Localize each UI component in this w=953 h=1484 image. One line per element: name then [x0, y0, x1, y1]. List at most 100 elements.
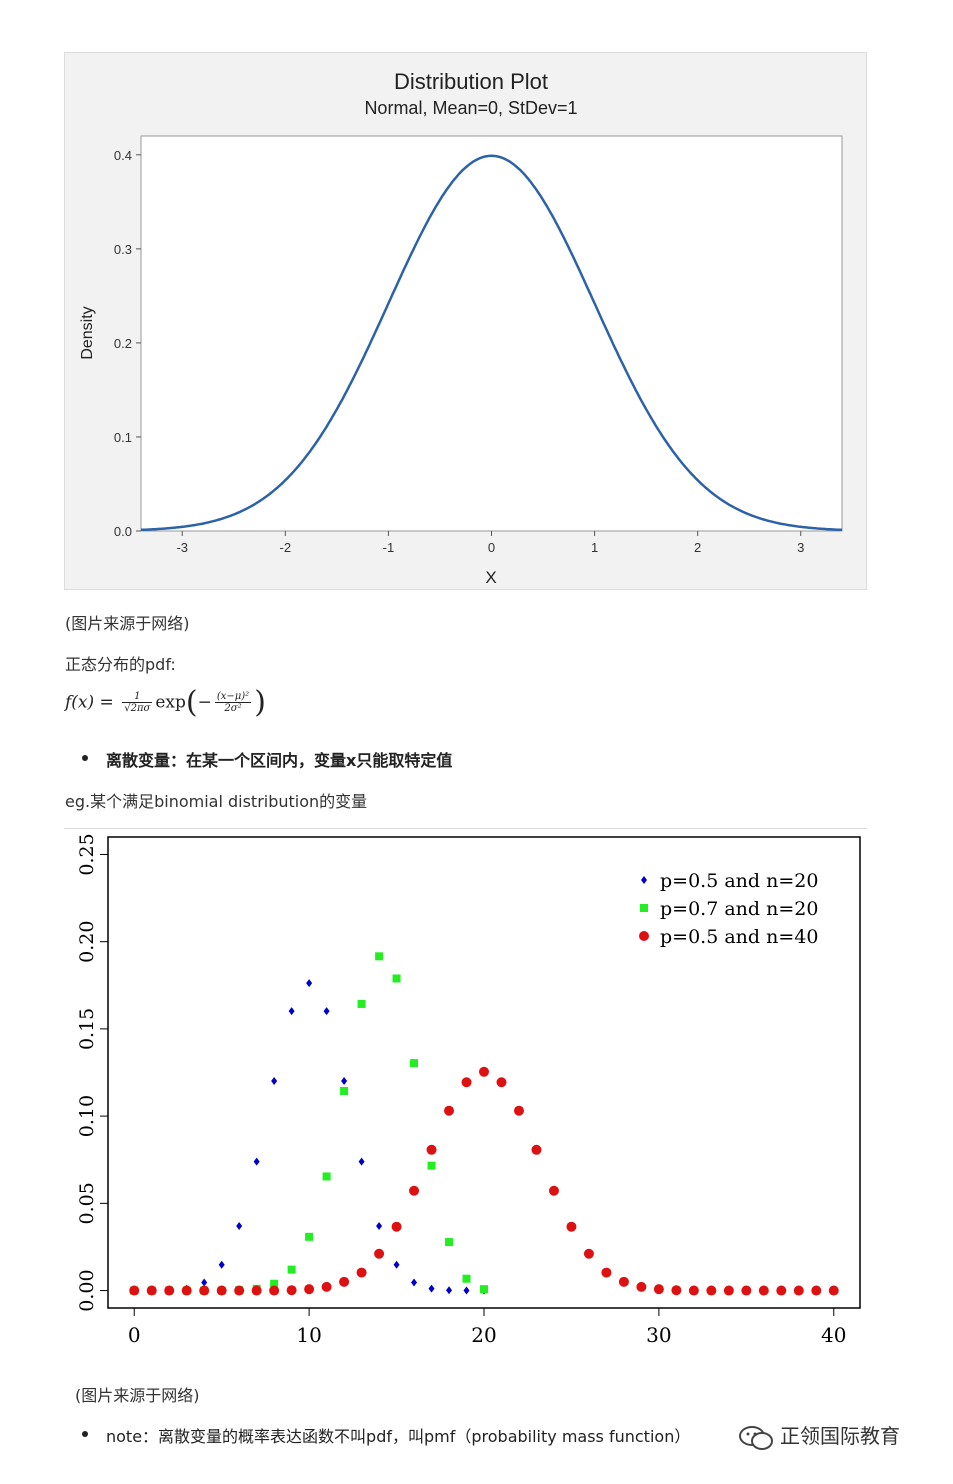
- binomial-scatter-chart: 0 10 20 30 40 0.00 0.05 0.10 0.15 0.20 0.25 p=0.5 …: [76, 833, 861, 1347]
- watermark: 正领国际教育: [738, 1420, 900, 1452]
- chart-subtitle: Normal, Mean=0, StDev=1: [364, 98, 577, 118]
- image-source-caption-2: (图片来源于网络): [75, 1386, 200, 1405]
- data-point-series-3: [339, 1276, 350, 1287]
- data-point-series-2: [480, 1285, 488, 1294]
- data-point-series-3: [601, 1267, 612, 1278]
- data-point-series-1: [463, 1286, 470, 1295]
- x-tick-label: -1: [383, 540, 395, 555]
- y-tick-label: 0.2: [114, 336, 132, 351]
- data-point-series-3: [356, 1267, 367, 1278]
- data-point-series-3: [479, 1066, 489, 1077]
- data-point-series-3: [671, 1285, 682, 1296]
- data-point-series-1: [253, 1157, 260, 1166]
- data-point-series-1: [341, 1077, 348, 1086]
- formula-fraction-1: 1 √2πσ: [122, 691, 153, 714]
- data-point-series-3: [688, 1285, 699, 1296]
- y-tick-label: 0.05: [76, 1182, 98, 1224]
- data-point-series-3: [164, 1285, 175, 1296]
- data-point-series-2: [270, 1279, 279, 1288]
- data-point-series-3: [776, 1285, 787, 1296]
- bullet-discrete-variable: 离散变量：在某一个区间内，变量x只能取特定值: [82, 747, 452, 771]
- data-point-series-1: [411, 1278, 418, 1287]
- bullet-note: note：离散变量的概率表达函数不叫pdf，叫pmf（probability m…: [82, 1423, 690, 1447]
- legend-marker-series-1: [641, 876, 647, 884]
- normal-pdf-formula: f(x) = 1 √2πσ exp(− (x−μ)² 2σ² ): [65, 685, 266, 729]
- plot-area: [140, 135, 843, 532]
- wechat-icon: [739, 1425, 773, 1450]
- data-point-series-3: [583, 1248, 594, 1259]
- data-point-series-1: [288, 1007, 295, 1016]
- data-point-series-3: [461, 1077, 472, 1088]
- x-tick-label: 20: [471, 1323, 496, 1347]
- data-point-series-2: [340, 1086, 349, 1095]
- data-point-series-3: [811, 1285, 822, 1296]
- data-point-series-1: [446, 1286, 453, 1295]
- data-point-series-2: [445, 1238, 454, 1247]
- density-curve: [141, 154, 842, 532]
- formula-minus: −: [197, 692, 212, 713]
- data-point-series-3: [636, 1281, 647, 1292]
- x-tick-label: -3: [176, 540, 188, 555]
- data-point-series-1: [271, 1077, 278, 1086]
- data-point-series-3: [199, 1285, 210, 1296]
- normal-distribution-chart: Distribution Plot Normal, Mean=0, StDev=…: [79, 69, 843, 587]
- y-tick-label: 0.20: [76, 921, 98, 963]
- data-point-series-3: [741, 1285, 752, 1296]
- formula-paren-open: (: [185, 685, 198, 720]
- data-point-series-1: [428, 1284, 435, 1293]
- data-point-series-1: [201, 1278, 208, 1287]
- chart-title: Distribution Plot: [394, 69, 548, 94]
- y-tick-label: 0.1: [114, 430, 132, 445]
- pdf-heading: 正态分布的pdf:: [65, 655, 176, 674]
- data-point-series-2: [427, 1161, 436, 1170]
- data-point-series-2: [462, 1274, 471, 1283]
- formula-fraction-1-numerator: 1: [122, 691, 153, 703]
- watermark-text: 正领国际教育: [780, 1424, 900, 1448]
- data-point-series-3: [426, 1144, 437, 1155]
- data-point-series-1: [393, 1260, 400, 1269]
- legend-label-series-2: p=0.7 and n=20: [660, 898, 818, 920]
- data-point-series-1: [358, 1157, 365, 1166]
- y-tick-label: 0.0: [114, 524, 132, 539]
- legend-label-series-3: p=0.5 and n=40: [660, 926, 818, 948]
- formula-fraction-2-numerator: (x−μ)²: [214, 691, 252, 703]
- y-tick-label: 0.3: [114, 242, 132, 257]
- data-point-series-3: [513, 1105, 524, 1116]
- y-tick-label: 0.25: [76, 833, 98, 875]
- data-point-series-3: [653, 1284, 664, 1295]
- data-point-series-3: [251, 1285, 262, 1296]
- example-line: eg.某个满足binomial distribution的变量: [65, 792, 368, 811]
- data-point-series-3: [793, 1285, 804, 1296]
- formula-fraction-2-denominator: 2σ²: [224, 703, 242, 714]
- formula-lhs: f(x) =: [65, 692, 114, 713]
- data-point-series-3: [304, 1284, 315, 1295]
- y-axis-label: Density: [79, 306, 96, 359]
- data-point-series-3: [828, 1285, 839, 1296]
- x-tick-label: -2: [280, 540, 292, 555]
- data-point-series-3: [618, 1276, 629, 1287]
- image-source-caption: (图片来源于网络): [65, 614, 190, 633]
- data-point-series-3: [409, 1185, 420, 1196]
- data-point-series-2: [305, 1232, 314, 1241]
- data-point-series-3: [548, 1185, 559, 1196]
- formula-paren-close: ): [254, 685, 266, 720]
- data-point-series-1: [323, 1007, 330, 1016]
- data-point-series-3: [706, 1285, 717, 1296]
- data-point-series-1: [218, 1260, 225, 1269]
- y-tick-label: 0.00: [76, 1269, 98, 1311]
- data-point-series-3: [216, 1285, 227, 1296]
- x-axis-label: X: [485, 568, 496, 587]
- data-point-series-3: [321, 1281, 332, 1292]
- x-tick-label: 2: [694, 540, 701, 555]
- y-tick-label: 0.4: [114, 148, 132, 163]
- y-tick-label: 0.10: [76, 1095, 98, 1137]
- data-point-series-3: [444, 1105, 455, 1116]
- x-tick-label: 30: [646, 1323, 671, 1347]
- formula-fraction-2: (x−μ)² 2σ²: [214, 691, 252, 714]
- data-point-series-1: [306, 979, 313, 988]
- data-point-series-3: [374, 1248, 385, 1259]
- data-point-series-3: [181, 1285, 192, 1296]
- x-tick-label: 3: [797, 540, 804, 555]
- x-tick-label: 0: [128, 1323, 141, 1347]
- divider: [64, 828, 867, 829]
